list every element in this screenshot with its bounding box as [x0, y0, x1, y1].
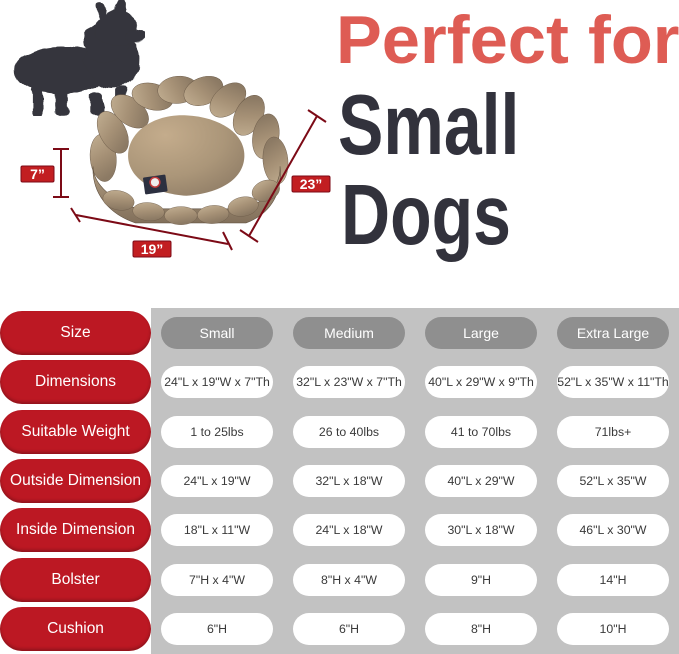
svg-text:7”: 7”	[30, 166, 45, 182]
svg-text:19”: 19”	[141, 241, 164, 257]
svg-text:23”: 23”	[300, 176, 323, 192]
